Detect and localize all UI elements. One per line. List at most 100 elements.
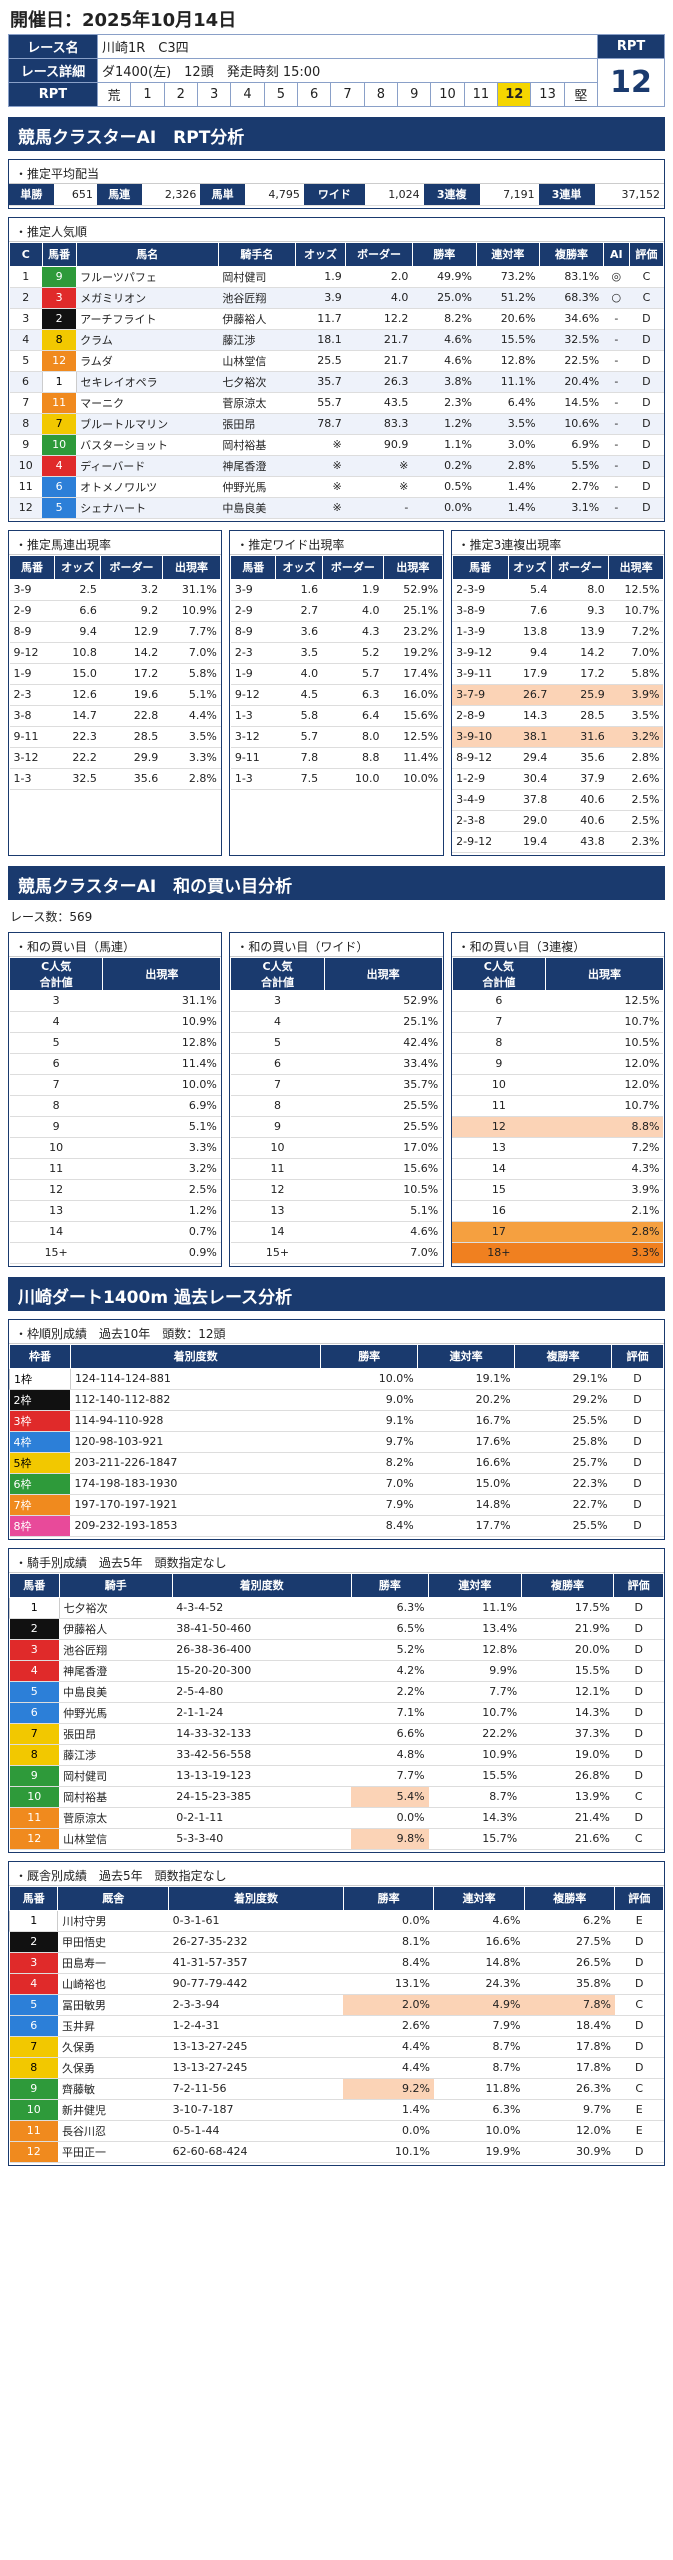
table-cell: D — [611, 1473, 664, 1495]
table-row: 9 岡村健司 13-13-19-123 7.7% 15.5% 26.8% D — [9, 1765, 664, 1787]
table-cell: - — [603, 434, 630, 456]
table-cell: 22.5% — [539, 350, 604, 372]
table-cell: セキレイオペラ — [76, 371, 219, 393]
table-cell: D — [614, 2141, 664, 2163]
column-header: 馬番 — [9, 1572, 60, 1598]
table-cell: 伊藤裕人 — [59, 1618, 173, 1640]
table-cell: 10.0% — [102, 1074, 221, 1096]
table-cell: 8 — [9, 1744, 60, 1766]
table-cell: 90.9 — [345, 434, 413, 456]
table-cell: 2.1% — [545, 1200, 664, 1222]
rpt-scale-cell: 3 — [196, 82, 232, 107]
table-cell: 26.7 — [508, 684, 552, 706]
table-cell: 10.9% — [428, 1744, 522, 1766]
table-row: 1-9 4.0 5.7 17.4% — [230, 663, 443, 685]
table-cell: 15+ — [9, 1242, 103, 1264]
table-row: 12 8.8% — [452, 1116, 664, 1138]
table-cell: 19.4 — [508, 831, 552, 853]
wide-title: ・推定ワイド出現率 — [230, 531, 443, 555]
table-cell: 25.7% — [514, 1452, 612, 1474]
table-cell: 11 — [9, 1158, 103, 1180]
column-header: C — [9, 241, 43, 267]
table-cell: 2.7% — [539, 476, 604, 498]
table-cell: 35.6 — [100, 768, 163, 790]
table-cell: 3.5 — [275, 642, 323, 664]
table-cell: ブルートルマリン — [76, 413, 219, 435]
table-cell: 岡村健司 — [59, 1765, 173, 1787]
table-cell: 9-11 — [9, 726, 55, 748]
table-row: 10 4 ディーバード 神尾香澄 ※ ※ 0.2% 2.8% 5.5% - D — [9, 455, 664, 477]
table-cell: 32.5% — [539, 329, 604, 351]
table-row: 6 玉井昇 1-2-4-31 2.6% 7.9% 18.4% D — [9, 2015, 664, 2037]
table-cell: 2-9 — [230, 600, 276, 622]
table-row: 8 久保勇 13-13-27-245 4.4% 8.7% 17.8% D — [9, 2057, 664, 2079]
column-header: 出現率 — [545, 956, 664, 991]
table-row: 7 11 マーニク 菅原涼太 55.7 43.5 2.3% 6.4% 14.5% - D — [9, 392, 664, 414]
table-cell: 4.3 — [322, 621, 384, 643]
table-cell: 2 — [9, 1618, 60, 1640]
table-cell: 張田昂 — [59, 1723, 173, 1745]
table-cell: 5.8% — [162, 663, 221, 685]
table-cell: 1 — [41, 370, 77, 393]
table-cell: 11 — [230, 1158, 325, 1180]
table-cell: 2-3-8 — [452, 810, 509, 832]
table-row: 2枠 112-140-112-882 9.0% 20.2% 29.2% D — [9, 1389, 664, 1411]
table-cell: 29.0 — [508, 810, 552, 832]
sanrenpuku-title: ・推定3連複出現率 — [451, 531, 664, 555]
table-cell: 7-2-11-56 — [168, 2078, 344, 2100]
table-cell: 11.8% — [433, 2078, 525, 2100]
table-cell: D — [629, 392, 664, 414]
table-cell: 0.2% — [412, 455, 477, 477]
table-row: 15+ 7.0% — [230, 1242, 443, 1264]
table-row: 5 冨田敏男 2-3-3-94 2.0% 4.9% 7.8% C — [9, 1994, 664, 2016]
table-cell: 10.5% — [324, 1179, 443, 1201]
race-detail-label: レース詳細 — [8, 58, 98, 83]
table-row: 2-3-9 5.4 8.0 12.5% — [452, 579, 664, 601]
table-row: 1 川村守男 0-3-1-61 0.0% 4.6% 6.2% E — [8, 1909, 664, 1932]
table-cell: 9 — [9, 434, 43, 456]
table-cell: D — [613, 1744, 664, 1766]
table-cell: 4.0 — [322, 600, 384, 622]
table-cell: 14.2 — [100, 642, 163, 664]
table-cell: 5枠 — [9, 1452, 71, 1474]
table-cell: 8.0 — [551, 579, 609, 601]
table-cell: 2.8% — [162, 768, 221, 790]
table-cell: 12 — [9, 2141, 58, 2163]
table-cell: 4.9% — [433, 1994, 525, 2016]
table-cell: 12.5% — [383, 726, 443, 748]
table-cell: 35.7% — [324, 1074, 443, 1096]
table-cell: 2 — [9, 1931, 58, 1953]
table-cell: 6.3% — [433, 2099, 525, 2121]
table-cell: 4.6% — [412, 329, 477, 351]
table-cell: 38.1 — [508, 726, 552, 748]
table-cell: 7枠 — [9, 1494, 71, 1516]
column-header: C人気 合計値 — [451, 956, 547, 991]
wa-umaren-table: C人気 合計値 出現率 3 31.1% 4 10.9% 5 12.8% 6 11.4% 7 10.0%… — [8, 956, 222, 1264]
table-cell: 8 — [9, 2057, 58, 2079]
table-cell: 34.6% — [539, 308, 604, 330]
table-cell: 6.4% — [476, 392, 540, 414]
table-cell: 7.7% — [162, 621, 221, 643]
table-row: 2-3-8 29.0 40.6 2.5% — [452, 810, 664, 832]
table-cell: 3 — [9, 1952, 58, 1974]
table-cell: 5 — [230, 1032, 325, 1054]
table-cell: 7 — [9, 392, 43, 414]
table-row: 4 神尾香澄 15-20-20-300 4.2% 9.9% 15.5% D — [9, 1660, 664, 1682]
table-cell: 3.6 — [275, 621, 323, 643]
table-cell: - — [603, 413, 630, 435]
table-cell: 10 — [9, 1786, 60, 1808]
rpt-scale-cell: 7 — [330, 82, 365, 107]
table-cell: 21.4% — [521, 1807, 614, 1829]
table-cell: 25.5% — [324, 1116, 443, 1138]
table-cell: D — [629, 476, 664, 498]
table-row: 14 4.6% — [230, 1221, 443, 1243]
table-row: 2-9 2.7 4.0 25.1% — [230, 600, 443, 622]
rpt-scale-cell: 5 — [263, 82, 299, 107]
table-cell: 岡村裕基 — [59, 1786, 173, 1808]
table-cell: 9.7% — [524, 2099, 615, 2121]
table-cell: 3-9-12 — [452, 642, 509, 664]
table-row: 5 12 ラムダ 山林堂信 25.5 21.7 4.6% 12.8% 22.5% - D — [9, 350, 664, 372]
table-cell: 9.2% — [343, 2078, 434, 2100]
table-cell: 5.1% — [102, 1116, 221, 1138]
waku-title: ・枠順別成績 過去10年 頭数：12頭 — [9, 1320, 664, 1344]
